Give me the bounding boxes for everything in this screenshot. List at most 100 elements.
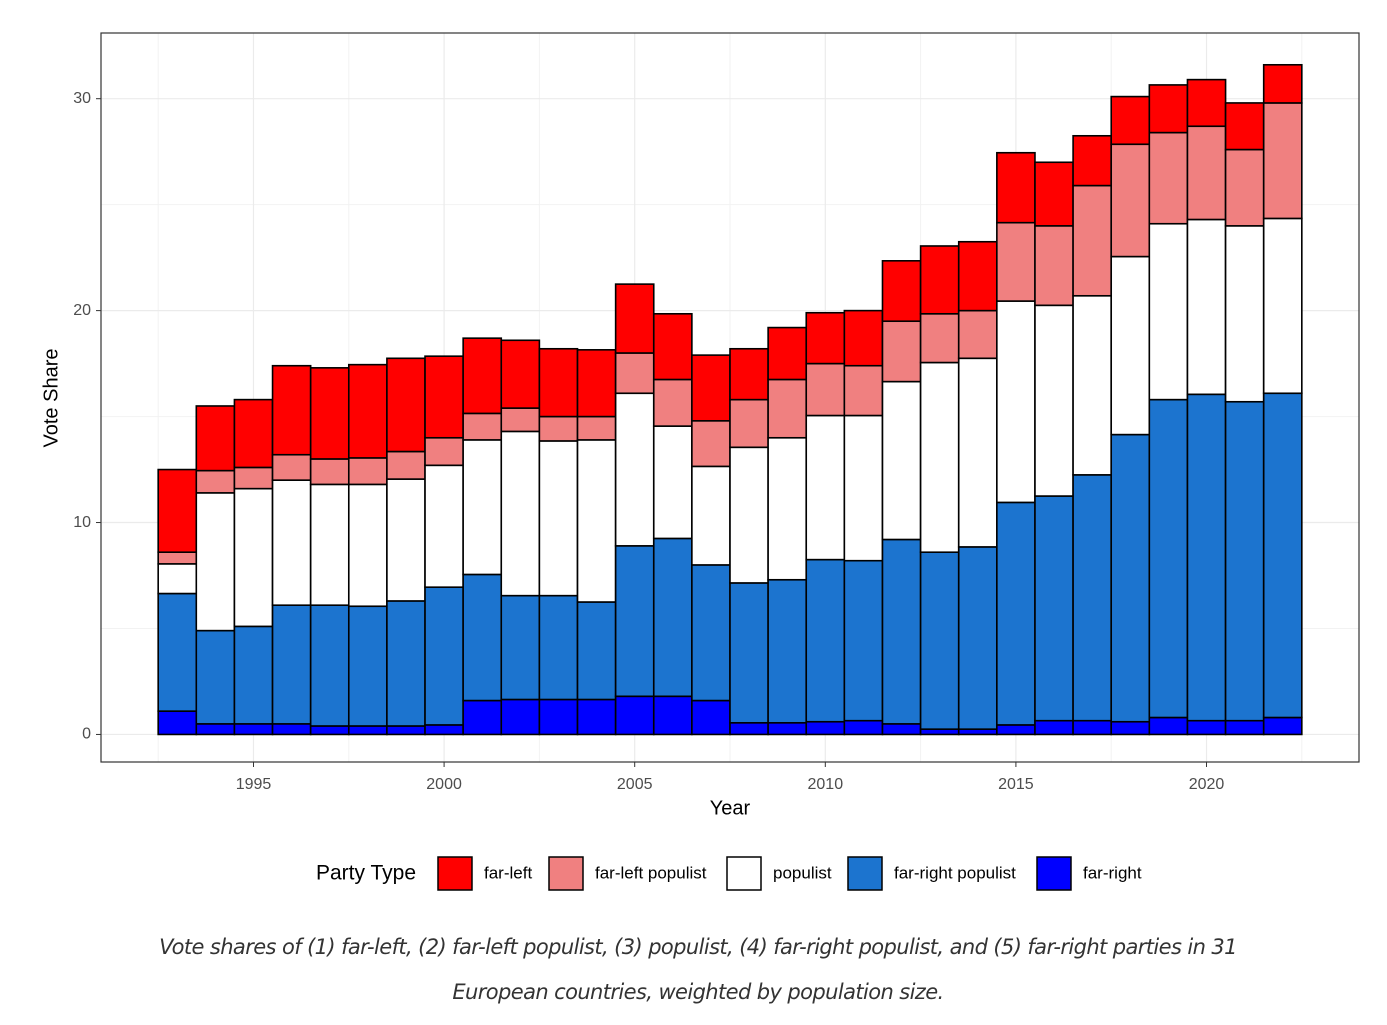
bar-segment: [1110, 143, 1151, 258]
bar-segment: [386, 478, 426, 602]
bar-segment: [614, 695, 655, 736]
bar-segment: [538, 594, 579, 701]
bar-segment: [538, 698, 579, 736]
legend-key: [548, 856, 584, 891]
y-tick-label: 30: [73, 90, 91, 107]
bar-segment: [462, 412, 503, 441]
bar-segment: [691, 699, 731, 736]
bar-segment: [767, 721, 808, 736]
bar-segment: [1034, 304, 1074, 497]
bar-segment: [1034, 495, 1074, 722]
legend-label: far-right: [1083, 863, 1142, 882]
bar-segment: [1262, 217, 1303, 395]
bar-segment: [347, 457, 388, 486]
bar-segment: [805, 720, 846, 736]
bar-segment: [233, 466, 274, 490]
bar-segment: [1186, 218, 1227, 396]
bar-segment: [1224, 102, 1265, 151]
bar-segment: [1262, 392, 1303, 719]
bar-segment: [271, 479, 312, 606]
bar-segment: [805, 311, 846, 365]
bar-segment: [1186, 719, 1227, 736]
bar-segment: [614, 283, 655, 354]
bar-segment: [767, 436, 808, 581]
bar-segment: [233, 723, 274, 736]
chart: Vote Share Year Party Type 0 10 20 30 1995 20…: [40, 32, 1360, 891]
bar-segment: [843, 559, 884, 722]
bar-segment: [271, 364, 312, 456]
x-tick-label: 2020: [1189, 776, 1225, 793]
x-tick-label: 2000: [426, 776, 462, 793]
bar-segment: [233, 487, 274, 628]
bar-segment: [424, 464, 464, 588]
x-tick-label: 1995: [236, 776, 272, 793]
bar-segment: [919, 245, 960, 315]
legend-label: far-right populist: [894, 863, 1016, 882]
bar-segment: [576, 349, 617, 418]
bar-segment: [1072, 184, 1113, 297]
bar-segment: [996, 300, 1036, 504]
bar-segment: [843, 719, 884, 736]
bar-segment: [500, 339, 541, 409]
bar-segment: [881, 320, 922, 383]
bar-segment: [233, 398, 274, 469]
x-tick-label: 2010: [808, 776, 844, 793]
bar-segment: [424, 724, 464, 736]
bar-segment: [1034, 719, 1074, 736]
bar-segment: [1148, 131, 1189, 225]
bar-segment: [1262, 716, 1303, 736]
x-axis-label: Year: [710, 797, 751, 819]
bar-segment: [919, 312, 960, 364]
y-tick-label: 0: [82, 726, 91, 743]
bar-segment: [652, 537, 693, 698]
bar-segment: [1186, 125, 1227, 221]
bar-segment: [157, 551, 198, 565]
bar-segment: [1034, 161, 1074, 227]
bar-segment: [195, 492, 236, 632]
bar-segment: [805, 362, 846, 417]
bar-segment: [729, 446, 769, 584]
bar-segment: [843, 364, 884, 417]
bar-segment: [157, 468, 198, 554]
bar-segment: [576, 439, 617, 603]
bar-segment: [1034, 225, 1074, 307]
bar-segment: [1148, 222, 1189, 401]
bar-segment: [767, 578, 808, 724]
bar-segment: [195, 629, 236, 725]
bar-segment: [500, 407, 541, 433]
bar-segment: [538, 347, 579, 418]
legend-key: [726, 856, 762, 891]
bar-segment: [1148, 716, 1189, 736]
bar-segment: [538, 415, 579, 442]
bar-segment: [957, 546, 998, 730]
bar-segment: [652, 312, 693, 381]
bar-segment: [195, 469, 236, 494]
bar-segment: [729, 398, 769, 449]
bar-segment: [576, 415, 617, 441]
bar-segment: [919, 361, 960, 554]
bar-segment: [996, 501, 1036, 726]
bar-segment: [1072, 719, 1113, 736]
bar-segment: [386, 725, 426, 736]
bar-segment: [576, 601, 617, 701]
bar-segment: [1148, 398, 1189, 719]
y-axis-label: Vote Share: [40, 349, 62, 448]
bar-segment: [1186, 393, 1227, 722]
bar-segment: [1224, 719, 1265, 736]
bar-segment: [195, 723, 236, 736]
bar-segment: [1110, 95, 1151, 146]
legend-label: populist: [773, 863, 832, 882]
bar-segment: [805, 414, 846, 561]
bar-segment: [691, 564, 731, 702]
bar-segment: [996, 151, 1036, 224]
bar-segment: [233, 625, 274, 725]
bar-segment: [462, 573, 503, 702]
bar-segment: [881, 260, 922, 323]
bar-segment: [538, 440, 579, 597]
bar-segment: [729, 347, 769, 401]
caption: Vote shares of (1) far-left, (2) far-lef…: [159, 935, 1237, 1004]
bar-segment: [1110, 433, 1151, 723]
legend-label: far-left: [484, 863, 532, 882]
legend-key: [847, 856, 883, 891]
bar-segment: [957, 240, 998, 312]
